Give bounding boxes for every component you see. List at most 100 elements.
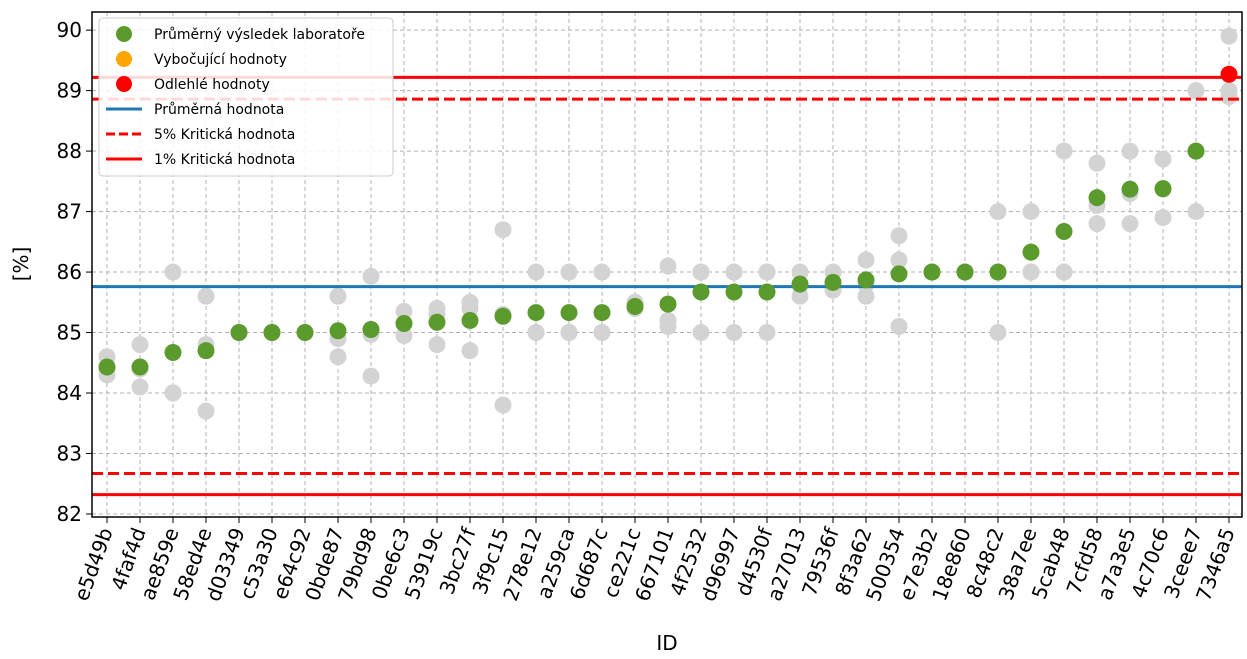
replicate-point [461,342,479,360]
legend-label: Průměrný výsledek laboratoře [154,27,365,43]
lab-mean-point [791,275,809,293]
y-tick-label: 84 [57,381,82,405]
replicate-point [692,263,710,281]
legend-marker-dot [116,76,132,92]
y-tick-label: 83 [57,441,82,465]
replicate-point [692,324,710,342]
replicate-point [791,263,809,281]
lab-mean-point [527,304,545,322]
replicate-point [395,302,413,320]
lab-mean-point [461,311,479,329]
replicate-point [890,317,908,335]
replicate-point [1055,142,1073,160]
lab-mean-point [98,358,116,376]
replicate-point [1121,142,1139,160]
x-tick-label: e5d49b [69,525,118,605]
lab-mean-point [131,358,149,376]
replicate-point [197,402,215,420]
lab-mean-point [1022,243,1040,261]
replicate-point [1220,88,1238,106]
replicate-point [725,324,743,342]
replicate-point [494,396,512,414]
replicate-point [1088,215,1106,233]
lab-mean-point [824,273,842,291]
replicate-point [395,327,413,345]
legend-label: Vybočující hodnoty [154,52,287,68]
lab-mean-point [494,307,512,325]
lab-mean-point [395,314,413,332]
y-tick-label: 88 [57,139,82,163]
lab-mean-point [1220,65,1238,83]
lab-mean-point [164,343,182,361]
y-tick-label: 82 [57,502,82,526]
lab-mean-point [857,271,875,289]
replicate-point [791,287,809,305]
replicate-point [1088,154,1106,172]
y-tick-label: 90 [57,18,82,42]
x-axis-ticks: e5d49b4faf4dae859e58ed4ed03349c53a30e64c… [69,517,1240,604]
lab-mean-point [1154,180,1172,198]
lab-mean-point [263,324,281,342]
lab-mean-point [197,342,215,360]
replicate-point [329,348,347,366]
lab-mean-point [230,324,248,342]
replicate-point [131,336,149,354]
replicate-point [461,299,479,317]
y-axis-title: [%] [9,247,33,282]
legend-marker-dot [116,51,132,67]
replicate-point [857,287,875,305]
replicate-point [1022,203,1040,221]
x-axis-title: ID [656,631,677,655]
replicate-point [593,263,611,281]
legend-label: Odlehlé hodnoty [154,77,270,93]
replicate-point [164,263,182,281]
lab-mean-point [725,283,743,301]
replicate-point [494,221,512,239]
replicate-point [593,324,611,342]
replicate-point [1154,150,1172,168]
lab-mean-point [1055,223,1073,241]
lab-mean-point [428,313,446,331]
y-axis-ticks: 82 83 84 85 86 87 88 89 90 [57,18,92,526]
y-tick-label: 89 [57,79,82,103]
replicate-point [527,263,545,281]
replicate-point [1055,263,1073,281]
lab-mean-point [989,263,1007,281]
replicate-point [164,384,182,402]
replicate-point [1220,27,1238,45]
replicate-point [758,324,776,342]
legend-marker-dot [116,26,132,42]
legend-label: Průměrná hodnota [154,102,284,118]
replicate-point [725,263,743,281]
lab-mean-point [1088,189,1106,207]
lab-mean-point [923,263,941,281]
lab-mean-point [890,265,908,283]
legend: Průměrný výsledek laboratoře Vybočující h… [98,17,394,177]
replicate-point [560,324,578,342]
replicate-point [758,263,776,281]
replicate-point [428,336,446,354]
replicate-point [890,227,908,245]
replicate-point [1022,263,1040,281]
lab-mean-point [758,283,776,301]
y-tick-label: 87 [57,200,82,224]
replicate-point [1154,209,1172,227]
replicate-point [1187,203,1205,221]
replicate-point [1187,82,1205,100]
replicate-point [362,267,380,285]
lab-mean-point [329,322,347,340]
lab-mean-point [692,283,710,301]
replicate-point [527,324,545,342]
replicate-point [989,203,1007,221]
plot-frame [91,11,1243,518]
lab-mean-point [956,263,974,281]
replicate-point [890,251,908,269]
lab-mean-point [593,304,611,322]
legend-label: 5% Kritická hodnota [154,127,295,143]
lab-mean-points [98,65,1238,376]
lab-mean-point [362,321,380,339]
legend-box [98,17,394,177]
replicate-point [197,287,215,305]
replicate-point [857,251,875,269]
